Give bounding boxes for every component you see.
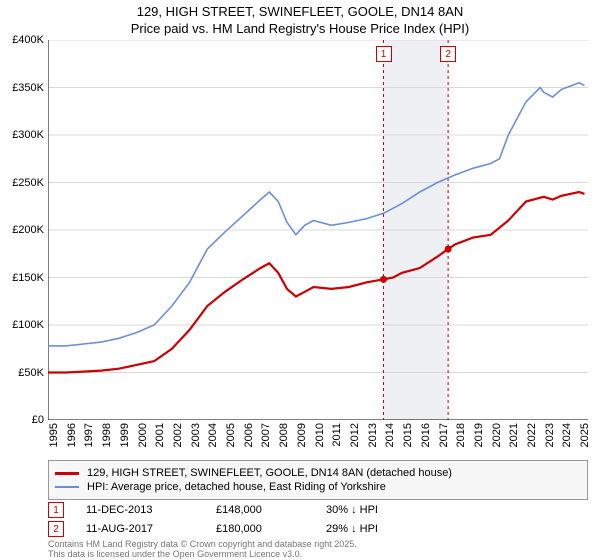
y-tick-label: £100K: [12, 319, 44, 331]
chart-svg: [48, 40, 588, 420]
x-tick-label: 2017: [438, 423, 450, 447]
sale-price: £148,000: [216, 504, 326, 516]
sale-date: 11-DEC-2013: [86, 504, 216, 516]
x-tick-label: 1995: [48, 423, 60, 447]
x-tick-label: 2022: [526, 423, 538, 447]
x-tick-label: 2009: [296, 423, 308, 447]
x-tick-label: 2012: [349, 423, 361, 447]
legend-swatch: [55, 472, 79, 475]
sale-row: 2 11-AUG-2017£180,00029% ↓ HPI: [48, 521, 588, 537]
x-tick-label: 2002: [172, 423, 184, 447]
x-tick-label: 2015: [402, 423, 414, 447]
sale-marker: 2: [48, 521, 64, 537]
sale-marker: 1: [48, 502, 64, 518]
legend-label: 129, HIGH STREET, SWINEFLEET, GOOLE, DN1…: [87, 467, 452, 479]
x-tick-label: 2000: [137, 423, 149, 447]
y-tick-label: £150K: [12, 272, 44, 284]
y-tick-label: £400K: [12, 34, 44, 46]
x-tick-label: 2005: [225, 423, 237, 447]
x-tick-label: 2010: [314, 423, 326, 447]
sales-table: 1 11-DEC-2013£148,00030% ↓ HPI 2 11-AUG-201…: [48, 502, 588, 540]
x-tick-label: 2013: [367, 423, 379, 447]
x-tick-label: 2004: [207, 423, 219, 447]
x-tick-label: 2024: [561, 423, 573, 447]
legend-row: 129, HIGH STREET, SWINEFLEET, GOOLE, DN1…: [55, 467, 581, 479]
x-tick-label: 1999: [119, 423, 131, 447]
sale-hpi-diff: 30% ↓ HPI: [326, 504, 446, 516]
x-tick-label: 2001: [154, 423, 166, 447]
y-tick-label: £300K: [12, 129, 44, 141]
y-tick-label: £350K: [12, 82, 44, 94]
legend-swatch: [55, 486, 79, 488]
footer-attribution: Contains HM Land Registry data © Crown c…: [48, 540, 357, 560]
x-tick-label: 1998: [101, 423, 113, 447]
y-tick-label: £200K: [12, 224, 44, 236]
x-tick-label: 2018: [455, 423, 467, 447]
x-tick-label: 2008: [278, 423, 290, 447]
y-tick-label: £250K: [12, 177, 44, 189]
x-tick-label: 2006: [243, 423, 255, 447]
x-tick-label: 2021: [508, 423, 520, 447]
sale-hpi-diff: 29% ↓ HPI: [326, 523, 446, 535]
sale-price: £180,000: [216, 523, 326, 535]
event-marker: 1: [376, 46, 392, 62]
legend-box: 129, HIGH STREET, SWINEFLEET, GOOLE, DN1…: [48, 460, 588, 500]
x-tick-label: 2003: [190, 423, 202, 447]
x-tick-label: 2014: [384, 423, 396, 447]
x-tick-label: 1997: [83, 423, 95, 447]
sale-date: 11-AUG-2017: [86, 523, 216, 535]
title-line1: 129, HIGH STREET, SWINEFLEET, GOOLE, DN1…: [0, 4, 600, 21]
y-tick-label: £0: [32, 414, 44, 426]
event-marker: 2: [440, 46, 456, 62]
sale-row: 1 11-DEC-2013£148,00030% ↓ HPI: [48, 502, 588, 518]
title-line2: Price paid vs. HM Land Registry's House …: [0, 21, 600, 38]
x-tick-label: 2019: [473, 423, 485, 447]
x-tick-label: 1996: [66, 423, 78, 447]
footer-line2: This data is licensed under the Open Gov…: [48, 550, 357, 560]
x-tick-label: 2011: [331, 423, 343, 447]
x-tick-label: 2020: [491, 423, 503, 447]
x-tick-label: 2016: [420, 423, 432, 447]
x-tick-label: 2023: [544, 423, 556, 447]
y-axis: £0£50K£100K£150K£200K£250K£300K£350K£400…: [0, 40, 48, 420]
legend-label: HPI: Average price, detached house, East…: [87, 481, 386, 493]
legend-row: HPI: Average price, detached house, East…: [55, 481, 581, 493]
x-tick-label: 2025: [579, 423, 591, 447]
x-tick-label: 2007: [260, 423, 272, 447]
chart-plot: 12: [48, 40, 588, 420]
y-tick-label: £50K: [18, 367, 44, 379]
